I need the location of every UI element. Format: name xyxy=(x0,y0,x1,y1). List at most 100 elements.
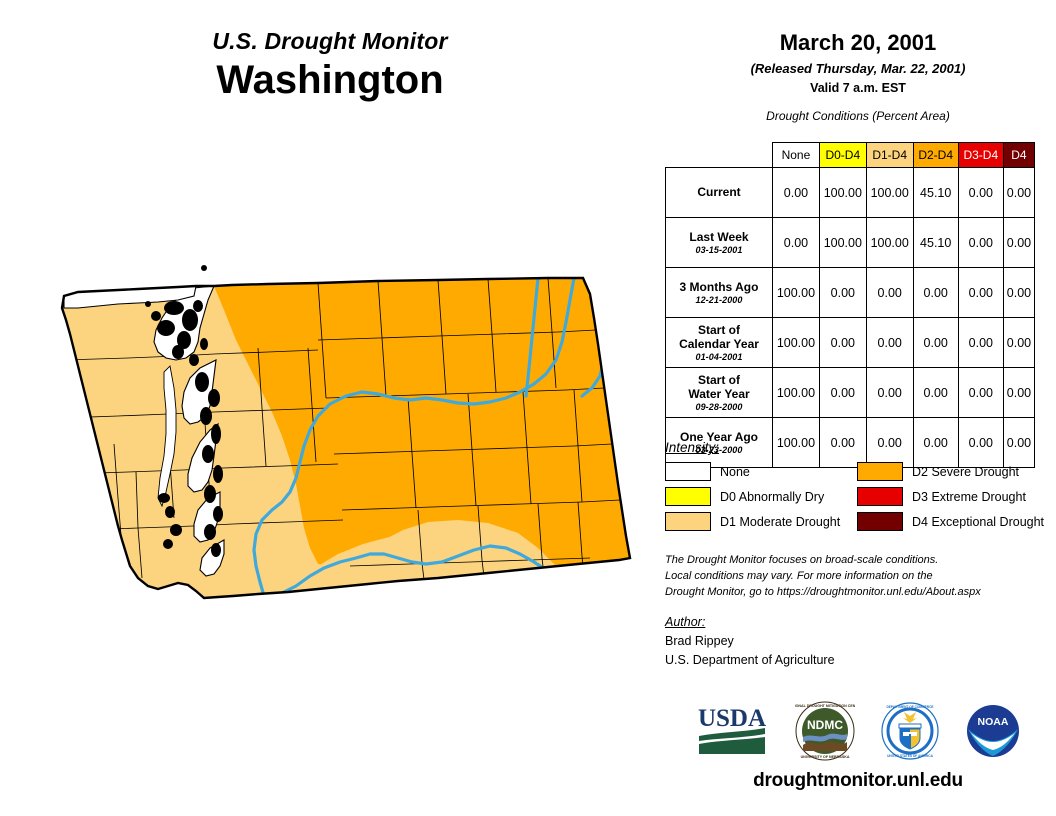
drought-conditions-table: None D0-D4 D1-D4 D2-D4 D3-D4 D4 Current 0.00 100… xyxy=(665,142,1036,468)
title-block: U.S. Drought Monitor Washington xyxy=(0,28,660,101)
date-block: March 20, 2001 (Released Thursday, Mar. … xyxy=(660,0,1056,95)
site-url[interactable]: droughtmonitor.unl.edu xyxy=(753,770,963,791)
washington-drought-map[interactable] xyxy=(18,248,648,648)
value-cell: 0.00 xyxy=(1002,217,1036,268)
value-cell: 100.00 xyxy=(772,267,820,318)
row-sub-date: 03-15-2001 xyxy=(695,244,743,255)
table-row: Last Week 03-15-2001 0.00 100.00 100.00 45.10… xyxy=(665,217,1036,268)
intensity-title: Intensity: xyxy=(665,440,720,455)
author-org: U.S. Department of Agriculture xyxy=(665,652,835,667)
author-name: Brad Rippey xyxy=(665,633,734,648)
value-cell: 0.00 xyxy=(912,317,959,368)
svg-text:USDA: USDA xyxy=(698,705,766,732)
footnote-line-1: The Drought Monitor focuses on broad-sca… xyxy=(665,554,939,566)
table-row: 3 Months Ago 12-21-2000 100.00 0.00 0.00 0.00… xyxy=(665,267,1036,318)
value-cell: 100.00 xyxy=(865,167,914,218)
value-cell: 100.00 xyxy=(818,217,867,268)
legend-item: D0 Abnormally Dry xyxy=(665,487,857,506)
value-cell: 0.00 xyxy=(818,367,867,418)
column-header-d4: D4 xyxy=(1002,142,1036,168)
value-cell: 100.00 xyxy=(865,217,914,268)
legend-swatch xyxy=(857,462,903,481)
column-header-d2-d4: D2-D4 xyxy=(912,142,959,168)
legend-swatch xyxy=(665,487,711,506)
legend-swatch xyxy=(665,512,711,531)
report-date: March 20, 2001 xyxy=(779,30,937,55)
svg-text:DEPARTMENT OF COMMERCE: DEPARTMENT OF COMMERCE xyxy=(886,705,933,709)
valid-time: Valid 7 a.m. EST xyxy=(810,81,906,95)
state-outline xyxy=(60,276,632,600)
ndmc-logo[interactable]: NDMC NATIONAL DROUGHT MITIGATION CENTER … xyxy=(795,701,855,761)
logo-row: USDA NDMC NATIONAL DROUGHT MITIGATION CE… xyxy=(660,692,1056,770)
svg-text:NATIONAL DROUGHT MITIGATION CE: NATIONAL DROUGHT MITIGATION CENTER xyxy=(795,704,855,708)
legend-swatch xyxy=(857,512,903,531)
legend-label: D3 Extreme Drought xyxy=(912,489,1026,504)
legend-label: D0 Abnormally Dry xyxy=(720,489,825,504)
column-header-d0-d4: D0-D4 xyxy=(818,142,867,168)
row-label: 3 Months Ago 12-21-2000 xyxy=(665,267,773,318)
row-label: Start of Calendar Year 01-04-2001 xyxy=(665,317,773,368)
legend-item: D2 Severe Drought xyxy=(857,462,1049,481)
usda-logo[interactable]: USDA xyxy=(695,702,769,760)
value-cell: 0.00 xyxy=(772,167,820,218)
value-cell: 0.00 xyxy=(1002,167,1036,218)
svg-text:UNIVERSITY OF NEBRASKA: UNIVERSITY OF NEBRASKA xyxy=(801,755,850,759)
value-cell: 100.00 xyxy=(772,317,820,368)
row-sub-date: 01-04-2001 xyxy=(695,351,743,362)
release-date: (Released Thursday, Mar. 22, 2001) xyxy=(750,61,966,76)
svg-text:NOAA: NOAA xyxy=(978,716,1009,728)
table-row: One Year Ago 03-23-2000 100.00 0.00 0.00 0.00… xyxy=(665,417,1036,468)
value-cell: 0.00 xyxy=(1002,367,1036,418)
author-title: Author: xyxy=(665,615,706,629)
table-caption: Drought Conditions (Percent Area) xyxy=(766,109,950,123)
footnote-line-3: Drought Monitor, go to https://droughtmo… xyxy=(665,585,981,598)
column-header-none: None xyxy=(772,142,820,168)
header-blank-cell xyxy=(666,143,773,168)
legend-label: D1 Moderate Drought xyxy=(720,514,841,529)
value-cell: 0.00 xyxy=(818,267,867,318)
intensity-legend: Intensity: None D2 Severe Drought D0 Abnor… xyxy=(665,440,1045,531)
noaa-logo[interactable]: NOAA xyxy=(965,703,1021,759)
legend-item: D3 Extreme Drought xyxy=(857,487,1049,506)
legend-swatch xyxy=(857,487,903,506)
legend-item: D1 Moderate Drought xyxy=(665,512,857,531)
value-cell: 45.10 xyxy=(912,167,959,218)
san-juan-islands xyxy=(145,265,223,557)
value-cell: 100.00 xyxy=(772,417,820,468)
svg-text:NDMC: NDMC xyxy=(807,718,843,732)
legend-swatch xyxy=(665,462,711,481)
legend-grid: None D2 Severe Drought D0 Abnormally Dry D3… xyxy=(665,462,1045,531)
value-cell: 0.00 xyxy=(865,267,914,318)
value-cell: 0.00 xyxy=(957,367,1004,418)
value-cell: 100.00 xyxy=(772,367,820,418)
table-row: Start of Water Year 09-28-2000 100.00 0.00 0.… xyxy=(665,367,1036,418)
value-cell: 0.00 xyxy=(1002,317,1036,368)
row-label: Current xyxy=(665,167,773,218)
row-label: Last Week 03-15-2001 xyxy=(665,217,773,268)
row-sub-date: 09-28-2000 xyxy=(695,401,743,412)
author-block: Author: Brad Rippey U.S. Department of A… xyxy=(665,613,1045,669)
column-header-d3-d4: D3-D4 xyxy=(957,142,1004,168)
usdc-seal-logo[interactable]: DEPARTMENT OF COMMERCE UNITED STATES OF … xyxy=(881,702,939,760)
value-cell: 0.00 xyxy=(772,217,820,268)
value-cell: 0.00 xyxy=(818,317,867,368)
state-title: Washington xyxy=(216,58,444,102)
table-header-row: None D0-D4 D1-D4 D2-D4 D3-D4 D4 xyxy=(666,142,1036,168)
value-cell: 0.00 xyxy=(1002,417,1036,468)
row-label: Start of Water Year 09-28-2000 xyxy=(665,367,773,418)
value-cell: 0.00 xyxy=(865,317,914,368)
value-cell: 0.00 xyxy=(865,367,914,418)
page-title: U.S. Drought Monitor xyxy=(212,28,448,54)
svg-text:UNITED STATES OF AMERICA: UNITED STATES OF AMERICA xyxy=(887,754,934,758)
row-sub-date: 03-23-2000 xyxy=(695,444,743,455)
footnote: The Drought Monitor focuses on broad-sca… xyxy=(665,553,1045,601)
value-cell: 0.00 xyxy=(865,417,914,468)
value-cell: 0.00 xyxy=(818,417,867,468)
value-cell: 0.00 xyxy=(957,267,1004,318)
value-cell: 0.00 xyxy=(912,267,959,318)
value-cell: 0.00 xyxy=(957,167,1004,218)
value-cell: 100.00 xyxy=(818,167,867,218)
value-cell: 0.00 xyxy=(957,417,1004,468)
value-cell: 0.00 xyxy=(957,317,1004,368)
legend-label: D4 Exceptional Drought xyxy=(912,514,1045,529)
